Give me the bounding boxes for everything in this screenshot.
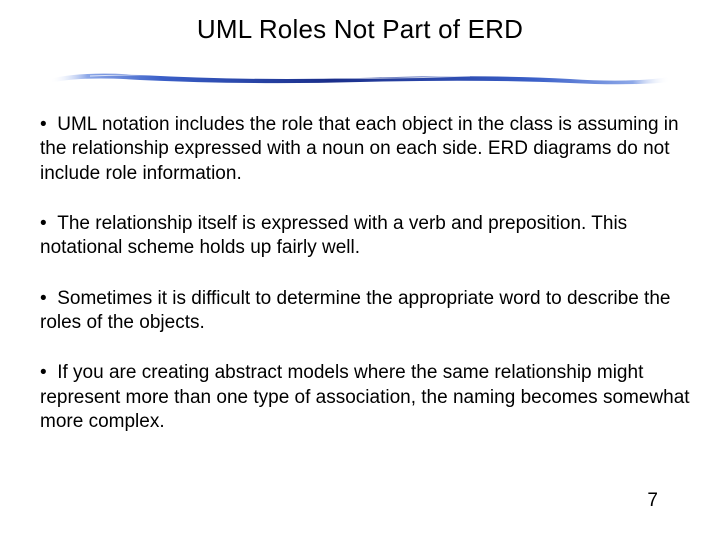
bullet-text: If you are creating abstract models wher… bbox=[40, 362, 690, 432]
slide-body: • UML notation includes the role that ea… bbox=[0, 95, 720, 434]
bullet-item: • UML notation includes the role that ea… bbox=[40, 113, 696, 186]
bullet-item: • The relationship itself is expressed w… bbox=[40, 212, 696, 261]
bullet-text: The relationship itself is expressed wit… bbox=[40, 213, 627, 258]
slide-title: UML Roles Not Part of ERD bbox=[0, 0, 720, 53]
divider-swoosh bbox=[50, 71, 670, 87]
bullet-item: • If you are creating abstract models wh… bbox=[40, 361, 696, 434]
bullet-text: UML notation includes the role that each… bbox=[40, 114, 679, 184]
bullet-text: Sometimes it is difficult to determine t… bbox=[40, 288, 670, 333]
page-number: 7 bbox=[647, 490, 658, 512]
bullet-item: • Sometimes it is difficult to determine… bbox=[40, 287, 696, 336]
